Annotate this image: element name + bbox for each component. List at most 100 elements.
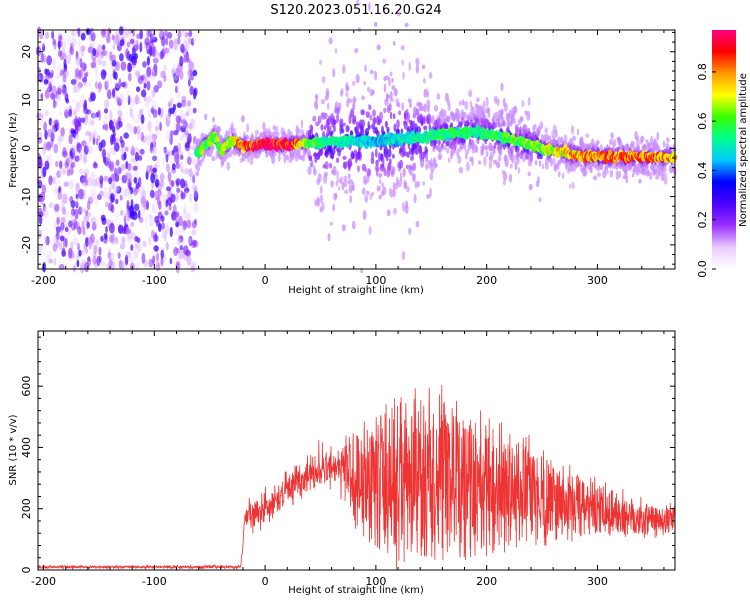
spectrogram-noise-cell [151,89,156,98]
spectrogram-noise-cell [177,238,182,246]
spectrogram-noise-cell [80,259,85,269]
spectrogram-signal-cell [354,48,359,54]
spectrogram-noise-cell [164,47,170,54]
spectrogram-signal-cell [211,156,216,162]
spectrogram-signal-cell [332,203,336,212]
spectrogram-signal-cell [423,103,427,113]
spectrogram-signal-cell [656,131,660,141]
spectrogram-noise-cell [139,148,145,155]
spectrogram-noise-cell [50,131,55,142]
spectrogram-noise-cell [169,107,175,115]
spectrogram-noise-cell [127,95,131,106]
spectrogram-signal-cell [515,126,520,132]
spectrogram-noise-cell [185,57,191,63]
spectrogram-signal-cell [426,99,431,109]
spectrogram-noise-cell [56,93,62,103]
spectrogram-noise-cell [175,162,180,169]
spectrogram-signal-cell [430,164,435,175]
spectrogram-signal-cell [422,181,426,186]
spectrogram-signal-cell [458,100,462,106]
spectrogram-noise-cell [125,171,129,180]
spectrogram-signal-region [194,0,678,274]
spectrogram-noise-cell [104,99,110,109]
spectrogram-signal-cell [392,188,396,198]
spectrogram-noise-cell [55,226,62,233]
spectrogram-noise-cell [184,187,190,194]
spectrogram-noise-cell [193,185,198,193]
spectrogram-noise-cell [110,179,116,190]
spectrogram-noise-cell [154,178,160,188]
spectrogram-signal-cell [367,168,372,177]
spectrogram-noise-cell [57,63,62,73]
spectrogram-signal-cell [570,125,575,135]
spectrogram-noise-cell [84,114,89,120]
spectrogram-noise-cell [108,177,112,185]
spectrogram-signal-cell [324,161,329,170]
spectrogram-noise-cell [124,187,129,197]
spectrogram-signal-cell [416,140,420,148]
spectrogram-noise-cell [183,54,187,64]
spectrogram-noise-cell [134,242,139,250]
spectrogram-noise-cell [124,208,130,218]
spectrogram-signal-cell [393,123,397,132]
spectrogram-signal-cell [316,198,321,208]
spectrogram-noise-cell [119,243,126,250]
spectrogram-noise-cell [132,44,139,52]
spectrogram-noise-cell [140,208,145,216]
spectrogram-signal-cell [446,115,451,123]
spectrogram-noise-cell [191,220,197,229]
spectrogram-signal-cell [571,181,575,190]
spectrogram-signal-cell [372,109,376,117]
spectrogram-noise-cell [140,75,145,81]
spectrogram-noise-cell [114,31,120,42]
spectrogram-noise-cell [102,124,107,130]
spectrogram-noise-cell [139,216,144,223]
spectrogram-noise-cell [70,128,75,135]
spectrogram-noise-cell [147,236,152,245]
spectrogram-noise-cell [150,172,156,184]
y-tick-label: 10 [20,93,33,107]
spectrogram-noise-cell [38,117,43,126]
spectrogram-signal-cell [325,88,330,98]
spectrogram-noise-cell [47,155,53,164]
spectrogram-noise-cell [180,167,185,174]
spectrogram-signal-cell [632,141,635,150]
spectrogram-signal-cell [423,125,428,131]
spectrogram-noise-cell [172,204,177,215]
spectrogram-signal-cell [310,126,314,132]
colorbar-tick-label: 0.6 [696,112,709,130]
spectrogram-signal-cell [299,128,302,134]
spectrogram-noise-cell [71,109,75,116]
spectrogram-signal-cell [317,115,322,124]
spectrogram-noise-cell [90,61,97,69]
spectrogram-noise-cell [136,86,141,93]
spectrogram-signal-cell [373,21,378,27]
spectrogram-noise-cell [152,155,158,162]
spectrogram-noise-cell [175,178,181,186]
spectrogram-noise-cell [113,165,119,174]
spectrogram-noise-cell [87,239,93,249]
spectrogram-noise-cell [179,135,184,142]
spectrogram-signal-cell [402,71,405,80]
spectrogram-signal-cell [320,124,324,131]
spectrogram-noise-cell [79,100,84,108]
spectrogram-noise-cell [172,72,177,79]
spectrogram-noise-region [35,25,199,275]
spectrogram-signal-cell [493,142,497,150]
spectrogram-noise-cell [140,114,145,125]
spectrogram-signal-cell [655,175,660,180]
spectrogram-noise-cell [109,51,113,62]
spectrogram-signal-cell [437,139,441,145]
spectrogram-signal-cell [321,201,325,212]
spectrogram-noise-cell [53,143,59,154]
spectrogram-noise-cell [163,146,167,154]
spectrogram-noise-cell [70,79,77,85]
spectrogram-signal-cell [471,156,474,167]
spectrogram-noise-cell [73,132,80,140]
spectrogram-noise-cell [134,152,140,162]
spectrogram-noise-cell [110,233,116,245]
spectrogram-noise-cell [40,52,45,63]
spectrogram-noise-cell [121,262,126,270]
spectrogram-signal-cell [405,200,408,209]
spectrogram-signal-cell [385,75,390,81]
